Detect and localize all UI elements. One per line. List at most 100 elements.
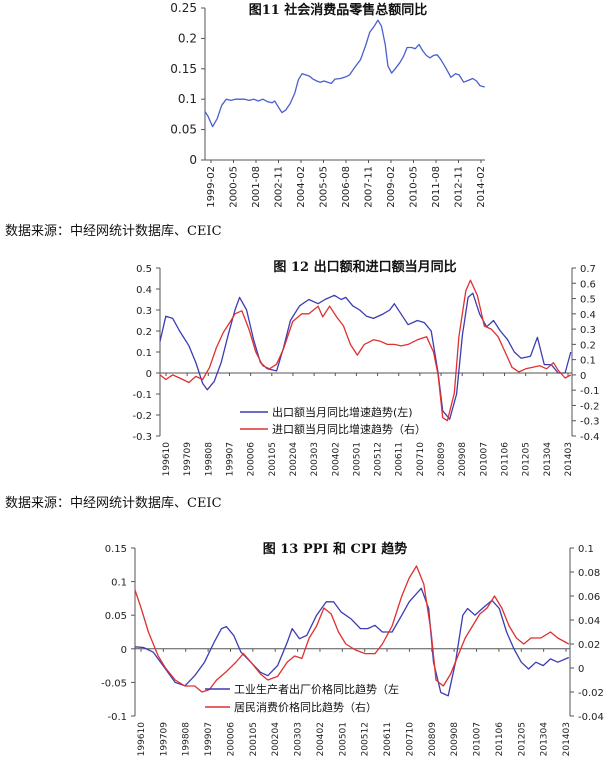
data-point — [462, 615, 463, 616]
data-point — [208, 116, 209, 117]
data-point — [423, 584, 424, 585]
data-point — [179, 378, 180, 379]
data-point — [395, 68, 396, 69]
data-point — [239, 297, 240, 298]
data-point — [325, 299, 326, 300]
data-point — [480, 85, 481, 86]
data-point — [253, 99, 254, 100]
legend-label: 工业生产者出厂价格同比趋势（左 — [234, 682, 399, 696]
data-point — [409, 578, 410, 579]
x-tick-label: 200512 — [361, 722, 371, 756]
data-point — [568, 644, 569, 645]
data-point — [377, 20, 378, 21]
data-point — [382, 644, 383, 645]
data-point — [532, 367, 533, 368]
data-point — [539, 365, 540, 366]
data-point — [537, 337, 538, 338]
data-point — [294, 93, 295, 94]
data-point — [437, 54, 438, 55]
y-tick-label-left: 0.2 — [136, 327, 152, 338]
x-tick-label: 2010-05 — [409, 166, 420, 208]
data-point — [276, 370, 277, 371]
data-point — [499, 608, 500, 609]
x-tick-label: 200809 — [437, 442, 447, 477]
data-point — [385, 44, 386, 45]
data-point — [472, 626, 473, 627]
y-tick-label-left: 0.2 — [178, 31, 197, 45]
data-point — [335, 79, 336, 80]
data-point — [468, 297, 469, 298]
data-point — [241, 652, 242, 653]
y-tick-label-left: 0 — [121, 645, 127, 656]
data-point — [403, 56, 404, 57]
data-point — [373, 318, 374, 319]
data-point — [568, 657, 569, 658]
data-point — [290, 103, 291, 104]
data-point — [217, 118, 218, 119]
data-point — [506, 632, 507, 633]
data-point — [436, 680, 437, 681]
x-tick-label: 2007-11 — [364, 166, 375, 208]
y-tick-label-right: 0.04 — [578, 616, 600, 627]
x-tick-label: 2001-08 — [251, 166, 262, 208]
data-point — [235, 99, 236, 100]
y-tick-label-right: 0.6 — [580, 279, 596, 290]
data-point — [401, 615, 402, 616]
data-point — [283, 348, 284, 349]
y-tick-label-left: 0.15 — [170, 62, 197, 76]
data-point — [440, 692, 441, 693]
data-point — [249, 100, 250, 101]
data-point — [449, 419, 450, 420]
data-point — [394, 303, 395, 304]
data-point — [262, 365, 263, 366]
data-point — [359, 310, 360, 311]
y-tick-label-right: -0.4 — [580, 432, 600, 443]
data-point — [250, 662, 251, 663]
x-tick-label: 200402 — [316, 722, 326, 756]
data-point — [565, 378, 566, 379]
data-point — [175, 680, 176, 681]
data-point — [195, 376, 196, 377]
data-point — [458, 336, 459, 337]
data-point — [267, 101, 268, 102]
data-point — [336, 316, 337, 317]
data-point — [454, 393, 455, 394]
data-point — [320, 82, 321, 83]
data-point — [287, 662, 288, 663]
data-point — [570, 374, 571, 375]
data-point — [531, 638, 532, 639]
y-tick-label-right: 0.08 — [578, 568, 600, 579]
y-tick-label-right: -0.3 — [580, 417, 600, 428]
data-point — [316, 626, 317, 627]
x-tick-label: 201304 — [543, 442, 553, 477]
x-tick-label: 201403 — [562, 722, 572, 756]
data-point — [391, 73, 392, 74]
data-point — [443, 686, 444, 687]
data-point — [544, 364, 545, 365]
data-point — [365, 653, 366, 654]
data-point — [557, 662, 558, 663]
data-point — [476, 81, 477, 82]
y-tick-label-left: 0.1 — [136, 348, 152, 359]
data-point — [416, 566, 417, 567]
legend-label: 居民消费价格同比趋势（右） — [234, 700, 377, 714]
data-point — [214, 642, 215, 643]
chart-title: 图 12 出口额和进口额当月同比 — [273, 259, 456, 275]
data-point — [331, 614, 332, 615]
data-point — [513, 648, 514, 649]
x-tick-label: 2014-02 — [476, 166, 487, 208]
data-point — [194, 686, 195, 687]
data-point — [367, 628, 368, 629]
data-point — [419, 44, 420, 45]
data-point — [345, 297, 346, 298]
x-tick-label: 200006 — [247, 442, 257, 477]
data-point — [535, 662, 536, 663]
data-point — [246, 310, 247, 311]
x-tick-label: 201106 — [495, 722, 505, 757]
ppi-cpi-chart-svg: -0.1 -0.05 0 0.05 0.1 0.15 -0.04 -0.02 0 0.02 0.04… — [101, 541, 604, 757]
series-line — [159, 279, 572, 422]
y-tick-label-right: 0.4 — [580, 310, 596, 321]
x-tick-label: 200710 — [405, 722, 415, 757]
chart-title: 图 13 PPI 和 CPI 趋势 — [263, 541, 408, 557]
data-point — [221, 105, 222, 106]
